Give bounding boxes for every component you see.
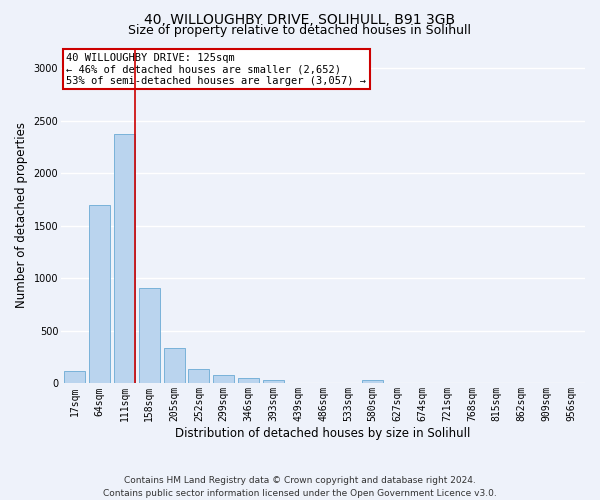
Bar — [238, 378, 259, 384]
Bar — [164, 348, 185, 384]
Bar — [139, 288, 160, 384]
Bar — [213, 375, 234, 384]
Bar — [188, 368, 209, 384]
Bar — [64, 371, 85, 384]
Y-axis label: Number of detached properties: Number of detached properties — [15, 122, 28, 308]
Text: Size of property relative to detached houses in Solihull: Size of property relative to detached ho… — [128, 24, 472, 37]
Text: Contains HM Land Registry data © Crown copyright and database right 2024.
Contai: Contains HM Land Registry data © Crown c… — [103, 476, 497, 498]
Bar — [263, 380, 284, 384]
Text: 40, WILLOUGHBY DRIVE, SOLIHULL, B91 3GB: 40, WILLOUGHBY DRIVE, SOLIHULL, B91 3GB — [145, 12, 455, 26]
Bar — [362, 380, 383, 384]
Bar — [89, 205, 110, 384]
Bar — [114, 134, 135, 384]
Text: 40 WILLOUGHBY DRIVE: 125sqm
← 46% of detached houses are smaller (2,652)
53% of : 40 WILLOUGHBY DRIVE: 125sqm ← 46% of det… — [67, 52, 367, 86]
X-axis label: Distribution of detached houses by size in Solihull: Distribution of detached houses by size … — [175, 427, 471, 440]
